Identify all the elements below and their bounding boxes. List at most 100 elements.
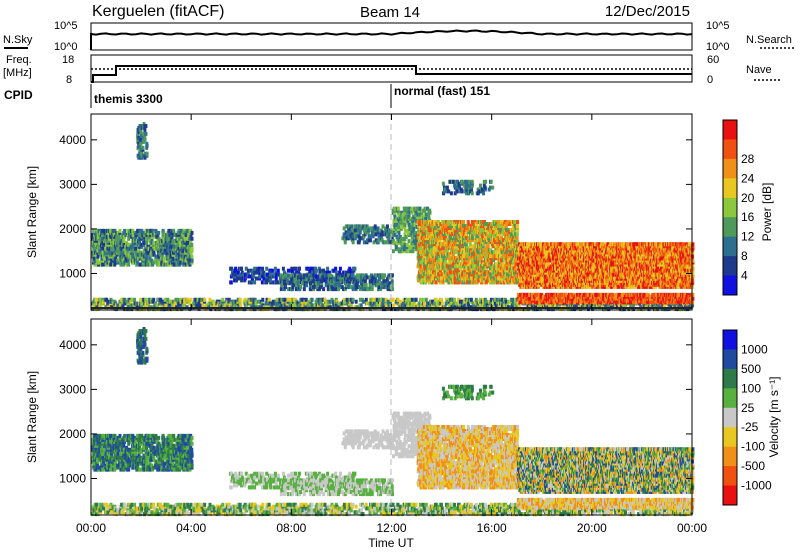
heatmap-cell [362, 240, 366, 245]
heatmap-cell [393, 307, 397, 312]
heatmap-cell [157, 230, 161, 235]
heatmap-cell [145, 240, 149, 245]
heatmap-cell [343, 238, 347, 243]
heatmap-cell [127, 258, 131, 263]
heatmap-cell [297, 303, 301, 308]
heatmap-cell [172, 228, 176, 233]
heatmap-cell [469, 297, 473, 302]
heatmap-cell [374, 232, 378, 237]
heatmap-cell [139, 252, 143, 257]
heatmap-cell [138, 147, 142, 152]
heatmap-cell [350, 224, 354, 229]
heatmap-cell [385, 281, 389, 286]
heatmap-cell [407, 297, 411, 302]
heatmap-cell [439, 297, 443, 302]
nsky-trace [90, 29, 693, 50]
heatmap-cell [274, 276, 278, 281]
heatmap-cell [410, 297, 414, 302]
heatmap-cell [512, 307, 515, 312]
heatmap-cell [166, 297, 170, 302]
heatmap-cell [98, 248, 102, 253]
heatmap-cell [139, 137, 143, 142]
nsearch-tick-top: 10^5 [706, 20, 730, 32]
heatmap-cell [382, 279, 386, 284]
heatmap-cell [417, 242, 421, 247]
heatmap-cell [144, 297, 148, 302]
heatmap-cell [192, 301, 196, 306]
heatmap-cell [377, 277, 381, 282]
heatmap-cell [320, 279, 324, 284]
heatmap-cell [404, 235, 408, 239]
heatmap-cell [188, 252, 192, 257]
heatmap-cell [113, 307, 117, 312]
heatmap-cell [514, 297, 518, 302]
heatmap-cell [423, 206, 427, 211]
heatmap-cell [287, 281, 291, 286]
heatmap-cell [277, 280, 280, 285]
heatmap-cell [120, 238, 124, 243]
heatmap-cell [201, 301, 205, 306]
heatmap-cell [137, 236, 141, 241]
heatmap-cell [267, 297, 271, 302]
heatmap-cell [445, 299, 449, 304]
heatmap-cell [424, 260, 428, 265]
heatmap-cell [370, 230, 374, 235]
heatmap-cell [315, 285, 319, 290]
heatmap-cell [322, 268, 326, 273]
heatmap-cell [287, 287, 290, 292]
heatmap-cell [427, 260, 431, 265]
heatmap-cell [134, 236, 138, 241]
heatmap-cell [133, 297, 137, 302]
heatmap-cell [132, 254, 136, 259]
heatmap-cell [338, 266, 342, 271]
heatmap-cell [511, 297, 514, 302]
heatmap-cell [250, 307, 254, 312]
heatmap-cell [253, 280, 257, 285]
heatmap-cell [420, 252, 423, 257]
heatmap-cell [175, 262, 179, 267]
heatmap-cell [390, 279, 394, 284]
heatmap-cell [345, 297, 349, 302]
heatmap-cell [349, 303, 353, 308]
heatmap-cell [398, 212, 402, 217]
heatmap-cell [410, 231, 414, 235]
heatmap-cell [336, 275, 340, 280]
heatmap-cell [390, 273, 394, 278]
heatmap-cell [96, 307, 100, 312]
heatmap-cell [145, 141, 149, 146]
heatmap-cell [405, 243, 409, 248]
heatmap-cell [155, 254, 159, 259]
heatmap-cell [439, 250, 443, 255]
heatmap-cell [100, 301, 104, 306]
heatmap-cell [155, 230, 159, 235]
heatmap-cell [293, 273, 297, 278]
heatmap-cell [411, 222, 415, 227]
heatmap-cell [130, 297, 134, 302]
heatmap-cell [190, 254, 194, 259]
heatmap-cell [238, 297, 242, 302]
heatmap-cell [315, 297, 319, 302]
heatmap-cell [96, 248, 100, 253]
heatmap-cell [101, 262, 105, 267]
heatmap-cell [492, 307, 496, 312]
heatmap-cell [396, 307, 400, 312]
heatmap-cell [187, 248, 191, 253]
heatmap-cell [405, 210, 409, 215]
heatmap-cell [145, 151, 149, 156]
heatmap-cell [301, 303, 305, 308]
heatmap-cell [312, 285, 316, 290]
heatmap-cell [139, 262, 143, 267]
heatmap-cell [553, 303, 557, 308]
heatmap-cell [567, 307, 571, 312]
heatmap-cell [298, 266, 301, 271]
heatmap-cell [370, 285, 374, 290]
heatmap-cell [289, 276, 293, 281]
heatmap-cell [340, 273, 344, 278]
heatmap-cell [294, 266, 297, 271]
heatmap-cell [468, 242, 472, 247]
heatmap-cell [347, 283, 351, 288]
heatmap-cell [171, 256, 175, 261]
heatmap-cell [591, 307, 595, 312]
heatmap-cell [103, 252, 107, 257]
heatmap-cell [369, 273, 373, 278]
